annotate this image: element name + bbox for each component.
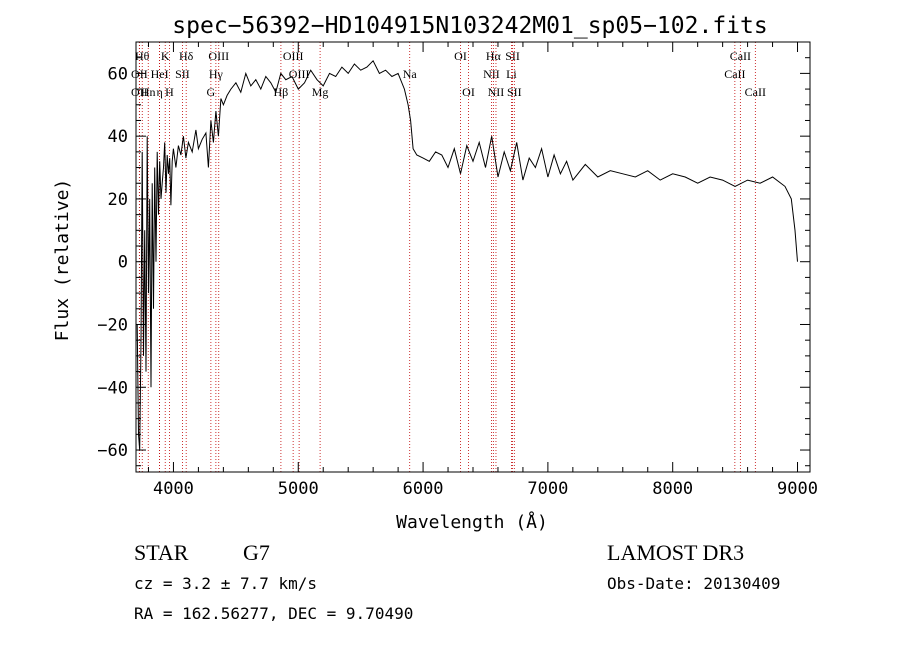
marker-label-10: G [207, 85, 216, 99]
marker-label-5: HeI [151, 67, 169, 81]
survey-name: LAMOST DR3 [607, 540, 745, 565]
coordinates: RA = 162.56277, DEC = 9.70490 [134, 604, 414, 623]
x-axis: 4000 5000 6000 7000 8000 9000 [147, 42, 818, 499]
marker-label-22: NII [488, 85, 505, 99]
marker-label-4: η [156, 85, 162, 99]
marker-label-15: OIII [289, 67, 310, 81]
marker-label-26: CaII [724, 67, 745, 81]
marker-label-19: OI [462, 85, 475, 99]
marker-label-8: SII [175, 67, 190, 81]
y-tick-label: −40 [97, 378, 128, 398]
x-tick-label: 4000 [153, 479, 194, 499]
marker-label-14: OIII [283, 49, 304, 63]
marker-label-27: CaII [730, 49, 751, 63]
y-tick-label: 60 [108, 64, 128, 84]
observation-date: Obs-Date: 20130409 [607, 574, 781, 593]
spectrum-series [136, 59, 798, 451]
redshift-cz: cz = 3.2 ± 7.7 km/s [134, 574, 318, 593]
object-subclass: G7 [243, 540, 270, 565]
marker-label-17: Na [403, 67, 418, 81]
x-tick-label: 5000 [278, 479, 319, 499]
marker-label-3: Hn [141, 85, 156, 99]
spectrum-line-0 [136, 59, 798, 451]
x-tick-label: 8000 [652, 479, 693, 499]
marker-label-12: OIII [208, 49, 229, 63]
marker-label-1: OII [131, 67, 148, 81]
marker-label-21: Hα [486, 49, 502, 63]
marker-label-9: Hδ [179, 49, 194, 63]
marker-label-24: SII [505, 49, 520, 63]
x-tick-label: 6000 [403, 479, 444, 499]
y-tick-label: −60 [97, 441, 128, 461]
marker-label-28: CaII [745, 85, 766, 99]
marker-label-7: H [165, 85, 174, 99]
marker-label-16: Mg [312, 85, 329, 99]
marker-label-0: Hθ [135, 49, 150, 63]
marker-label-25: SII [507, 85, 522, 99]
y-tick-label: 20 [108, 190, 128, 210]
object-class: STAR [134, 540, 189, 565]
marker-label-11: Hγ [209, 67, 224, 81]
x-tick-label: 7000 [527, 479, 568, 499]
marker-label-18: OI [454, 49, 467, 63]
x-axis-label: Wavelength (Å) [396, 511, 548, 533]
y-tick-label: −20 [97, 315, 128, 335]
y-tick-label: 40 [108, 127, 128, 147]
marker-label-6: K [161, 49, 170, 63]
x-tick-label: 9000 [777, 479, 818, 499]
marker-label-2: OII [131, 85, 148, 99]
plot-frame [135, 41, 811, 473]
y-axis: −60 −40 −20 0 20 40 60 [97, 41, 810, 467]
marker-label-23: Li [506, 67, 517, 81]
marker-label-20: NII [483, 67, 500, 81]
y-axis-label: Flux (relative) [52, 179, 73, 342]
chart-title: spec−56392−HD104915N103242M01_sp05−102.f… [172, 13, 767, 39]
y-tick-label: 0 [118, 253, 128, 273]
